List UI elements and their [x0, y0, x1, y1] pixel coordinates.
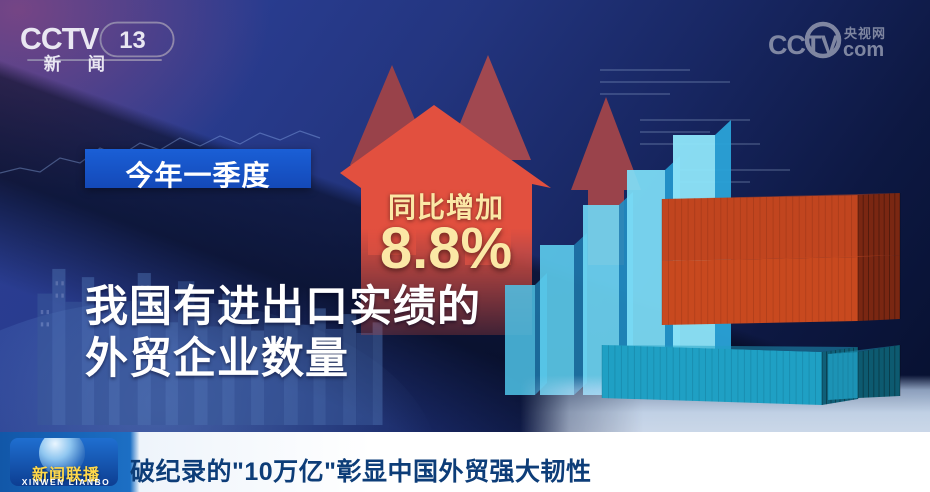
svg-text:com: com [843, 39, 884, 61]
svg-text:闻: 闻 [88, 54, 108, 72]
svg-text:CCTV: CCTV [20, 23, 99, 56]
svg-text:新: 新 [44, 54, 64, 72]
svg-text:13: 13 [119, 27, 145, 54]
